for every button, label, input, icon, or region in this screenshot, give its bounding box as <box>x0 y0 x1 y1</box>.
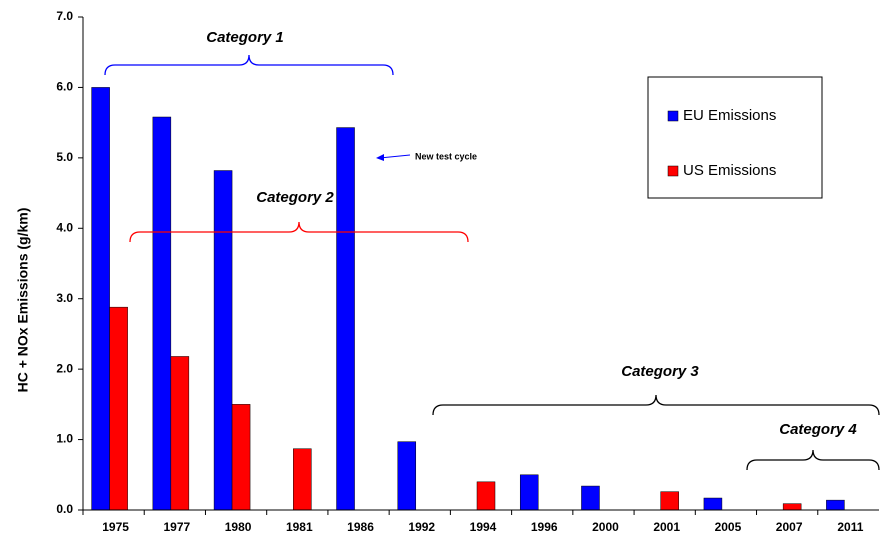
arrow-head <box>376 154 384 161</box>
bar <box>170 356 190 511</box>
x-tick-label: 2011 <box>837 520 863 534</box>
bar <box>782 503 802 511</box>
legend-swatch <box>667 110 679 122</box>
y-tick-label: 5.0 <box>56 150 73 164</box>
bar <box>660 491 679 511</box>
y-tick-label: 4.0 <box>56 220 73 234</box>
x-tick-label: 2005 <box>715 520 742 534</box>
y-tick-label: 7.0 <box>56 9 73 23</box>
x-tick-label: 1977 <box>163 520 190 534</box>
bar <box>476 481 496 511</box>
legend-label: US Emissions <box>683 162 776 179</box>
annotation: Category 2 <box>256 189 334 206</box>
bar <box>213 170 233 511</box>
annotation: Category 4 <box>779 421 857 438</box>
bar <box>397 441 417 511</box>
legend-label: EU Emissions <box>683 107 776 124</box>
bar <box>336 127 355 511</box>
brace <box>432 394 880 416</box>
y-tick-label: 6.0 <box>56 80 73 94</box>
legend-swatch <box>667 165 679 177</box>
y-axis-label: HC + NOx Emissions (g/km) <box>15 208 31 393</box>
x-tick-label: 1980 <box>225 520 252 534</box>
y-tick-label: 3.0 <box>56 291 73 305</box>
x-tick-label: 1981 <box>286 520 313 534</box>
brace <box>129 221 469 243</box>
brace <box>746 449 880 471</box>
x-tick-label: 1994 <box>470 520 497 534</box>
bar <box>109 306 128 511</box>
legend-box <box>647 76 823 199</box>
bar <box>581 485 600 511</box>
annotation: Category 3 <box>621 363 699 380</box>
x-tick-label: 1986 <box>347 520 374 534</box>
x-tick-label: 2000 <box>592 520 619 534</box>
bar <box>231 404 251 511</box>
annotation: New test cycle <box>415 151 477 161</box>
x-tick-label: 2001 <box>653 520 680 534</box>
y-tick-label: 0.0 <box>56 502 73 516</box>
bar <box>519 474 539 511</box>
y-tick-label: 1.0 <box>56 432 73 446</box>
x-tick-label: 1975 <box>102 520 129 534</box>
bar <box>703 497 723 511</box>
arrow-line <box>379 154 411 159</box>
x-tick-label: 1996 <box>531 520 558 534</box>
bar <box>152 116 172 511</box>
brace <box>104 54 394 76</box>
y-tick-label: 2.0 <box>56 361 73 375</box>
bar <box>826 499 845 511</box>
x-tick-label: 2007 <box>776 520 803 534</box>
annotation: Category 1 <box>206 29 284 46</box>
bar <box>91 87 110 511</box>
bar <box>293 448 312 511</box>
x-tick-label: 1992 <box>408 520 435 534</box>
